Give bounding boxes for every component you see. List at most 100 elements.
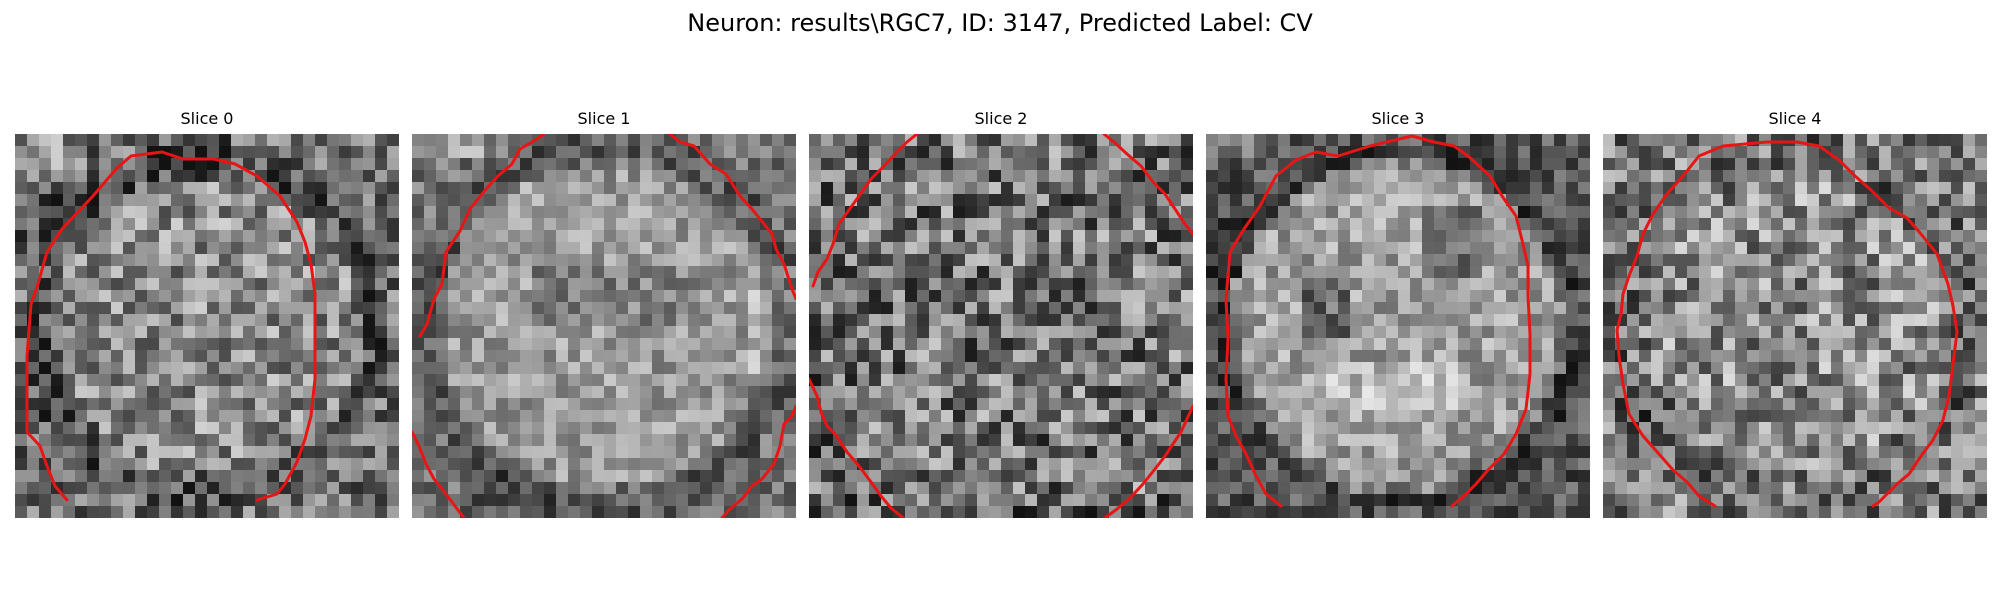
pixel-cell bbox=[869, 182, 882, 195]
pixel-cell bbox=[243, 446, 256, 459]
pixel-cell bbox=[652, 302, 665, 315]
pixel-cell bbox=[1951, 254, 1964, 267]
pixel-cell bbox=[628, 458, 641, 471]
pixel-cell bbox=[736, 326, 749, 339]
pixel-cell bbox=[267, 386, 280, 399]
pixel-cell bbox=[1494, 146, 1507, 159]
pixel-cell bbox=[664, 230, 677, 243]
pixel-cell bbox=[1422, 302, 1435, 315]
pixel-cell bbox=[520, 374, 533, 387]
pixel-cell bbox=[688, 182, 701, 195]
pixel-cell bbox=[51, 434, 64, 447]
pixel-cell bbox=[652, 338, 665, 351]
pixel-cell bbox=[1085, 446, 1098, 459]
pixel-cell bbox=[1458, 194, 1471, 207]
pixel-cell bbox=[111, 290, 124, 303]
pixel-cell bbox=[1446, 398, 1459, 411]
pixel-cell bbox=[424, 494, 437, 507]
pixel-cell bbox=[953, 422, 966, 435]
pixel-cell bbox=[99, 434, 112, 447]
pixel-cell bbox=[965, 278, 978, 291]
pixel-cell bbox=[279, 242, 292, 255]
pixel-cell bbox=[1025, 482, 1038, 495]
pixel-cell bbox=[1350, 158, 1363, 171]
pixel-cell bbox=[700, 230, 713, 243]
pixel-cell bbox=[1338, 434, 1351, 447]
pixel-cell bbox=[989, 134, 1002, 147]
pixel-cell bbox=[1867, 134, 1880, 147]
pixel-cell bbox=[1831, 386, 1844, 399]
pixel-cell bbox=[1446, 230, 1459, 243]
pixel-cell bbox=[1206, 194, 1219, 207]
pixel-cell bbox=[375, 134, 388, 147]
pixel-cell bbox=[424, 482, 437, 495]
pixel-cell bbox=[989, 338, 1002, 351]
pixel-cell bbox=[1434, 146, 1447, 159]
pixel-cell bbox=[1711, 374, 1724, 387]
pixel-cell bbox=[1374, 374, 1387, 387]
pixel-cell bbox=[857, 494, 870, 507]
pixel-cell bbox=[1699, 194, 1712, 207]
pixel-cell bbox=[1037, 350, 1050, 363]
pixel-cell bbox=[412, 506, 425, 518]
pixel-cell bbox=[1266, 314, 1279, 327]
pixel-cell bbox=[219, 170, 232, 183]
pixel-cell bbox=[412, 482, 425, 495]
pixel-cell bbox=[1807, 254, 1820, 267]
pixel-cell bbox=[1566, 434, 1579, 447]
pixel-cell bbox=[99, 146, 112, 159]
pixel-cell bbox=[676, 362, 689, 375]
pixel-cell bbox=[339, 470, 352, 483]
pixel-cell bbox=[977, 338, 990, 351]
pixel-cell bbox=[1073, 446, 1086, 459]
pixel-cell bbox=[496, 410, 509, 423]
pixel-cell bbox=[592, 338, 605, 351]
pixel-cell bbox=[1242, 290, 1255, 303]
pixel-cell bbox=[688, 338, 701, 351]
pixel-cell bbox=[1506, 302, 1519, 315]
pixel-cell bbox=[147, 506, 160, 518]
pixel-cell bbox=[1398, 254, 1411, 267]
pixel-cell bbox=[748, 254, 761, 267]
pixel-cell bbox=[676, 302, 689, 315]
pixel-cell bbox=[1061, 422, 1074, 435]
pixel-cell bbox=[171, 386, 184, 399]
pixel-cell bbox=[905, 302, 918, 315]
pixel-cell bbox=[460, 134, 473, 147]
pixel-cell bbox=[111, 374, 124, 387]
pixel-cell bbox=[1843, 326, 1856, 339]
pixel-cell bbox=[1530, 170, 1543, 183]
pixel-cell bbox=[1951, 242, 1964, 255]
pixel-cell bbox=[1855, 254, 1868, 267]
pixel-cell bbox=[1699, 170, 1712, 183]
pixel-cell bbox=[291, 350, 304, 363]
pixel-cell bbox=[1903, 194, 1916, 207]
pixel-cell bbox=[1145, 386, 1158, 399]
pixel-cell bbox=[195, 386, 208, 399]
pixel-cell bbox=[1121, 326, 1134, 339]
pixel-cell bbox=[243, 182, 256, 195]
pixel-cell bbox=[1001, 218, 1014, 231]
pixel-cell bbox=[195, 218, 208, 231]
slice-image-3-graphic bbox=[1206, 134, 1590, 518]
pixel-cell bbox=[1338, 422, 1351, 435]
pixel-cell bbox=[472, 374, 485, 387]
pixel-cell bbox=[532, 218, 545, 231]
pixel-cell bbox=[1506, 338, 1519, 351]
pixel-cell bbox=[99, 134, 112, 147]
pixel-cell bbox=[436, 182, 449, 195]
pixel-cell bbox=[628, 446, 641, 459]
pixel-cell bbox=[556, 338, 569, 351]
pixel-cell bbox=[1422, 434, 1435, 447]
pixel-cell bbox=[1181, 242, 1193, 255]
pixel-cell bbox=[375, 422, 388, 435]
pixel-cell bbox=[1963, 254, 1976, 267]
pixel-cell bbox=[1723, 314, 1736, 327]
pixel-cell bbox=[760, 302, 773, 315]
pixel-cell bbox=[1542, 506, 1555, 518]
pixel-cell bbox=[1494, 230, 1507, 243]
pixel-cell bbox=[568, 206, 581, 219]
pixel-cell bbox=[1867, 446, 1880, 459]
pixel-cell bbox=[1145, 338, 1158, 351]
pixel-cell bbox=[905, 470, 918, 483]
